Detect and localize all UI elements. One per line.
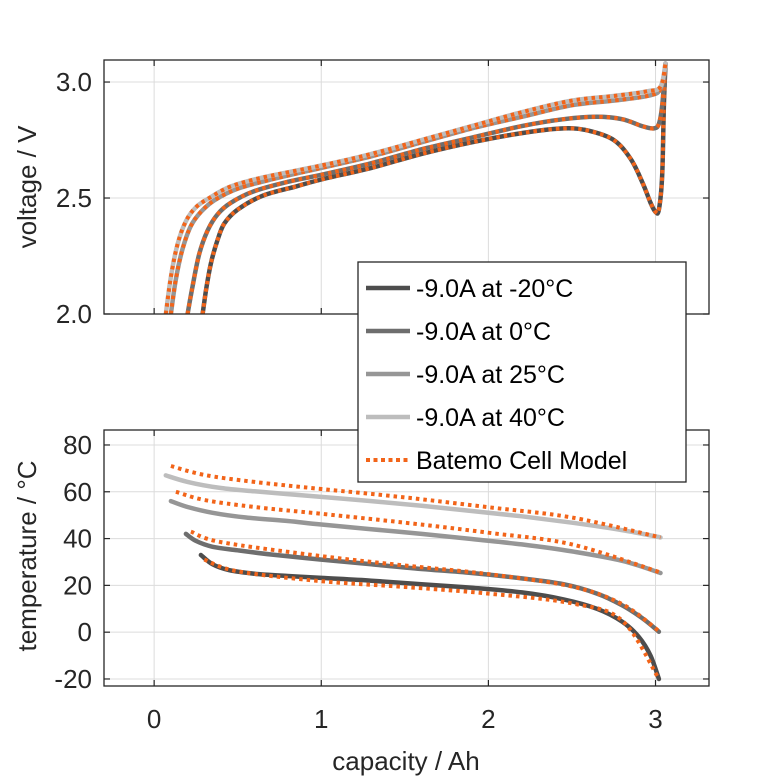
x-tick-label: 3	[648, 704, 662, 734]
legend-label: -9.0A at 40°C	[416, 404, 565, 432]
x-tick-label: 2	[481, 704, 495, 734]
temperature-ticks: 0 1 2 3 -20 0 20 40 60 80	[54, 430, 709, 734]
model-line-9-0a-at-20-c	[200, 63, 668, 314]
y-tick-label: 60	[63, 477, 92, 507]
model-line-9-0a-at-0-c	[190, 529, 661, 633]
legend-label: Batemo Cell Model	[416, 447, 627, 475]
x-tick-label: 0	[147, 704, 161, 734]
legend-label: -9.0A at 25°C	[416, 361, 565, 389]
legend-entry: -9.0A at 0°C	[366, 318, 551, 346]
y-tick-label: 40	[63, 524, 92, 554]
measured-line-9-0a-at-40-c	[163, 473, 663, 540]
capacity-axis-label: capacity / Ah	[332, 746, 479, 776]
x-tick-label: 1	[314, 704, 328, 734]
legend-entry: -9.0A at 25°C	[366, 361, 565, 389]
legend: -9.0A at -20°C -9.0A at 0°C -9.0A at 25°C -…	[357, 261, 687, 483]
measured-line-9-0a-at-25-c	[168, 498, 663, 576]
y-tick-label: -20	[54, 664, 92, 694]
y-tick-label: 20	[63, 570, 92, 600]
voltage-axis-label: voltage / V	[12, 125, 42, 249]
legend-box	[357, 261, 687, 483]
y-tick-label: 2.0	[56, 299, 92, 329]
legend-label: -9.0A at 0°C	[416, 318, 551, 346]
temperature-curves	[163, 464, 663, 682]
y-tick-label: 3.0	[56, 67, 92, 97]
legend-entry: Batemo Cell Model	[366, 447, 627, 475]
voltage-curves	[163, 61, 668, 314]
legend-entry: -9.0A at 40°C	[366, 404, 565, 432]
model-line-9-0a-at-20-c	[203, 557, 661, 681]
y-tick-label: 80	[63, 430, 92, 460]
y-tick-label: 2.5	[56, 183, 92, 213]
model-line-9-0a-at-25-c	[175, 489, 662, 575]
y-tick-label: 0	[78, 617, 92, 647]
voltage-grid	[104, 60, 709, 315]
model-line-9-0a-at-40-c	[163, 63, 668, 314]
legend-label: -9.0A at -20°C	[416, 275, 573, 303]
model-line-9-0a-at-0-c	[185, 63, 668, 314]
model-line-9-0a-at-40-c	[170, 464, 661, 540]
legend-entry: -9.0A at -20°C	[366, 275, 573, 303]
temperature-axis-label: temperature / °C	[12, 460, 42, 651]
